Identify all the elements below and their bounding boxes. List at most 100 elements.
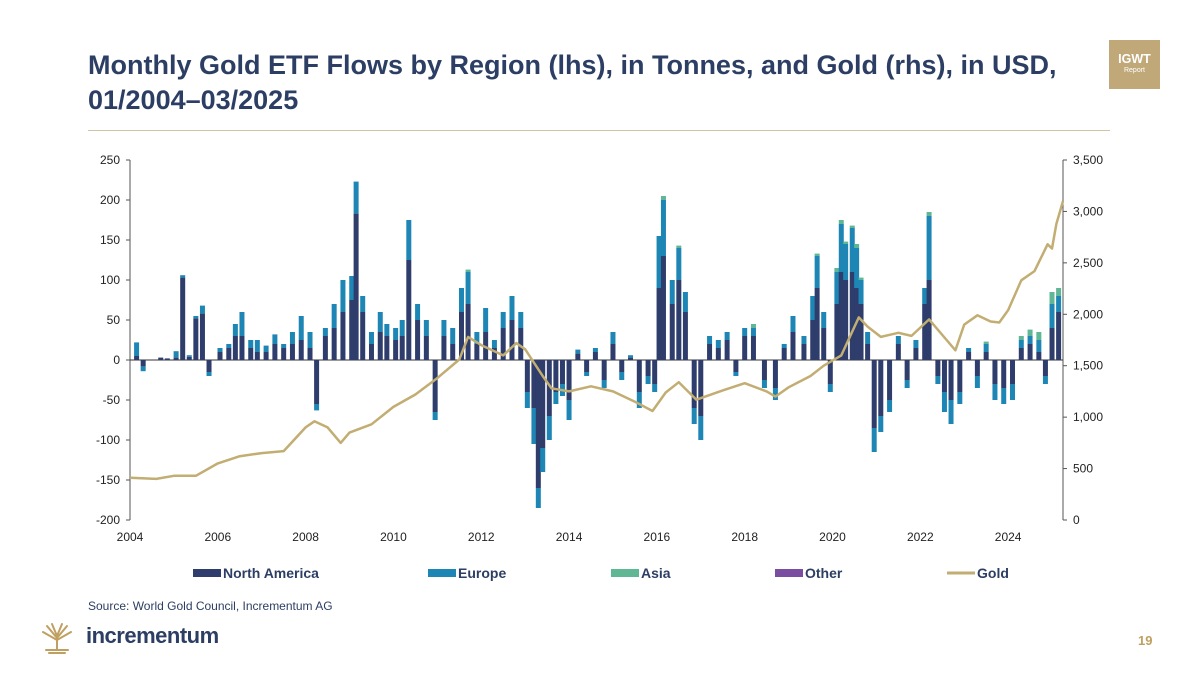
flow-bar-north-america xyxy=(307,348,313,360)
flow-bar-north-america xyxy=(878,360,884,416)
flow-bar-europe xyxy=(660,200,666,256)
flow-bar-europe xyxy=(636,392,642,408)
flow-bar-north-america xyxy=(957,360,963,392)
flow-bar-north-america xyxy=(474,344,480,360)
flow-bar-north-america xyxy=(263,352,269,360)
flow-bar-north-america xyxy=(781,348,787,360)
flow-bar-europe xyxy=(645,376,651,384)
flow-bar-europe xyxy=(349,276,355,300)
flow-bar-north-america xyxy=(254,352,260,360)
flow-bar-north-america xyxy=(377,332,383,360)
flow-bar-europe xyxy=(432,412,438,420)
flow-bar-europe xyxy=(904,380,910,388)
flow-bar-europe xyxy=(566,400,572,420)
flow-bar-europe xyxy=(790,316,796,332)
flow-bar-north-america xyxy=(226,348,232,360)
flow-bar-europe xyxy=(966,348,972,352)
flow-bar-europe xyxy=(465,272,471,304)
flow-bar-north-america xyxy=(834,304,840,360)
flow-bar-north-america xyxy=(353,213,359,360)
flow-bar-asia xyxy=(1027,329,1033,336)
flow-bar-north-america xyxy=(281,348,287,360)
flow-bar-north-america xyxy=(158,357,164,360)
flow-bar-north-america xyxy=(810,320,816,360)
flow-bar-north-america xyxy=(935,360,941,376)
legend-label-north-america: North America xyxy=(223,565,319,581)
flow-bar-north-america xyxy=(186,356,192,360)
x-tick-label: 2004 xyxy=(117,530,144,544)
flow-bar-north-america xyxy=(546,360,552,416)
flow-bar-europe xyxy=(652,384,658,392)
flow-bar-north-america xyxy=(458,312,464,360)
page-number: 19 xyxy=(1138,633,1153,648)
title-divider xyxy=(88,130,1110,131)
flow-bar-europe xyxy=(307,332,313,348)
left-tick-label: 150 xyxy=(100,233,120,247)
incrementum-logo: incrementum xyxy=(40,620,219,656)
flow-bar-asia xyxy=(849,225,855,228)
flow-bar-north-america xyxy=(858,304,864,360)
flow-bar-europe xyxy=(500,312,506,328)
right-tick-label: 3,500 xyxy=(1073,153,1103,167)
flow-bar-europe xyxy=(553,392,559,404)
flow-bar-north-america xyxy=(415,320,421,360)
flow-bar-north-america xyxy=(941,360,947,392)
flow-bar-north-america xyxy=(843,280,849,360)
flow-bar-north-america xyxy=(592,352,598,360)
flow-bar-north-america xyxy=(814,288,820,360)
flow-bar-north-america xyxy=(1042,360,1048,376)
flow-bar-north-america xyxy=(491,348,497,360)
flow-bar-north-america xyxy=(895,344,901,360)
flow-bar-europe xyxy=(849,228,855,272)
flow-bar-north-america xyxy=(1056,312,1062,360)
flow-bar-north-america xyxy=(199,313,205,360)
flow-bar-europe xyxy=(298,316,304,340)
flow-bar-asia xyxy=(465,269,471,272)
flow-bar-europe xyxy=(360,296,366,312)
flow-bar-europe xyxy=(450,328,456,344)
legend-swatch-europe xyxy=(428,569,456,577)
flow-bar-europe xyxy=(733,372,739,376)
legend-label-europe: Europe xyxy=(458,565,506,581)
flow-bar-asia xyxy=(660,196,666,200)
legend-swatch-north-america xyxy=(193,569,221,577)
flow-bar-europe xyxy=(441,320,447,336)
x-tick-label: 2010 xyxy=(380,530,407,544)
flow-bar-europe xyxy=(540,448,546,472)
flow-bar-north-america xyxy=(742,336,748,360)
flow-bar-north-america xyxy=(232,336,238,360)
flow-bar-europe xyxy=(1042,376,1048,384)
flow-bar-north-america xyxy=(801,344,807,360)
flow-bar-europe xyxy=(399,320,405,336)
flow-bar-asia xyxy=(1018,336,1024,340)
flow-bar-north-america xyxy=(610,344,616,360)
right-tick-label: 500 xyxy=(1073,462,1093,476)
flow-bar-asia xyxy=(1056,288,1062,296)
flow-bar-europe xyxy=(948,400,954,424)
flow-bar-europe xyxy=(926,216,932,280)
flow-bar-europe xyxy=(656,236,662,288)
flow-bar-europe xyxy=(173,351,179,358)
flow-bar-asia xyxy=(1049,292,1055,304)
flow-bar-north-america xyxy=(368,344,374,360)
flow-bar-north-america xyxy=(140,360,146,367)
flow-bar-north-america xyxy=(948,360,954,400)
chart-legend: North America Europe Asia Other Gold xyxy=(193,565,1009,581)
flow-bar-europe xyxy=(715,340,721,348)
flow-bar-europe xyxy=(854,248,860,288)
flow-bar-north-america xyxy=(289,344,295,360)
flow-bar-north-america xyxy=(239,336,245,360)
flow-bar-north-america xyxy=(393,340,399,360)
flow-bar-europe xyxy=(781,344,787,348)
flow-bar-europe xyxy=(474,332,480,344)
flow-bar-europe xyxy=(750,328,756,336)
flow-bar-north-america xyxy=(983,352,989,360)
flow-bar-north-america xyxy=(750,336,756,360)
flow-bar-north-america xyxy=(180,277,186,360)
flow-bar-north-america xyxy=(871,360,877,428)
flow-bar-europe xyxy=(1010,384,1016,400)
flow-bar-europe xyxy=(186,355,192,357)
flow-bar-north-america xyxy=(553,360,559,392)
flow-bar-europe xyxy=(821,312,827,328)
flow-bar-europe xyxy=(974,376,980,388)
